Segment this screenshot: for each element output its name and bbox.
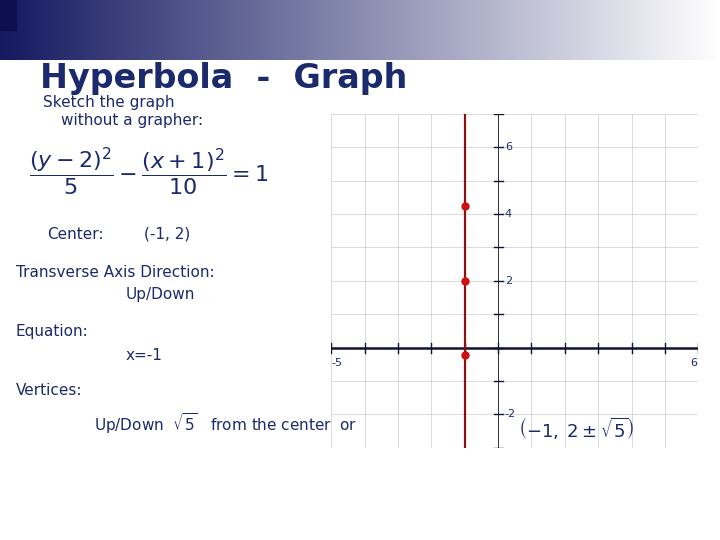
Text: $\left(-1,\;2\pm\sqrt{5}\right)$: $\left(-1,\;2\pm\sqrt{5}\right)$	[518, 416, 635, 442]
Text: $\dfrac{(y-2)^2}{5} - \dfrac{(x+1)^2}{10} = 1$: $\dfrac{(y-2)^2}{5} - \dfrac{(x+1)^2}{10…	[29, 146, 269, 198]
Text: 4: 4	[505, 209, 512, 219]
Text: 2: 2	[505, 276, 512, 286]
Text: 6: 6	[690, 358, 697, 368]
Text: Hyperbola  -  Graph: Hyperbola - Graph	[40, 62, 407, 95]
Text: -2: -2	[505, 409, 516, 420]
Text: Up/Down: Up/Down	[126, 287, 195, 302]
Bar	[0, 0, 16, 30]
Text: 6: 6	[505, 142, 512, 152]
Text: -5: -5	[332, 358, 343, 368]
Text: x=-1: x=-1	[126, 348, 163, 363]
Text: Vertices:: Vertices:	[16, 383, 82, 399]
Text: (-1, 2): (-1, 2)	[144, 227, 190, 242]
Text: Sketch the graph: Sketch the graph	[43, 94, 175, 110]
Text: Center:: Center:	[47, 227, 103, 242]
Text: Transverse Axis Direction:: Transverse Axis Direction:	[16, 265, 215, 280]
Text: Equation:: Equation:	[16, 324, 89, 339]
Text: Up/Down  $\sqrt{5}$   from the center  or: Up/Down $\sqrt{5}$ from the center or	[94, 411, 357, 436]
Text: without a grapher:: without a grapher:	[61, 113, 203, 129]
